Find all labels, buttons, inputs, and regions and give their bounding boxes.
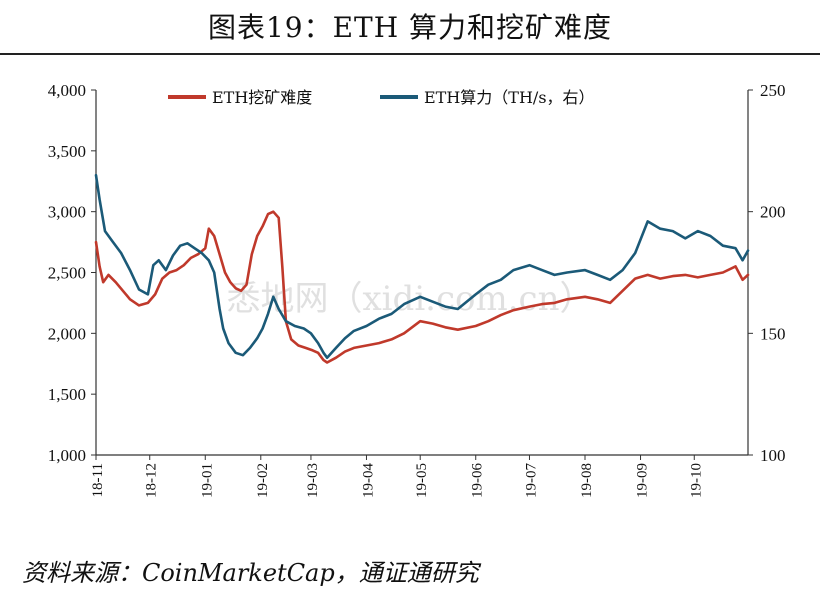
- x-tick-label: 19-03: [305, 463, 321, 498]
- watermark: 悉地网（xidi.com.cn）: [227, 279, 594, 319]
- difficulty-line: [94, 210, 750, 364]
- x-tick-label: 19-08: [579, 463, 595, 498]
- x-tick-label: 19-10: [688, 463, 704, 498]
- x-tick-label: 19-01: [199, 463, 215, 498]
- x-tick-label: 18-11: [90, 463, 106, 497]
- hashrate-line: [94, 173, 750, 359]
- legend-label: ETH挖矿难度: [212, 88, 312, 107]
- legend-label: ETH算力（TH/s，右）: [424, 88, 595, 107]
- watermark-text: 悉地网（xidi.com.cn）: [227, 279, 594, 319]
- x-tick-label: 19-07: [523, 463, 539, 498]
- y-right-tick-label: 150: [760, 324, 786, 343]
- source-note: 资料来源：CoinMarketCap，通证通研究: [22, 559, 479, 587]
- chart-title: 图表19：ETH 算力和挖矿难度: [207, 11, 613, 44]
- y-left-tick-label: 3,500: [48, 142, 86, 161]
- y-right-tick-label: 200: [760, 203, 786, 222]
- y-left-tick-label: 2,000: [48, 324, 86, 343]
- x-tick-label: 19-05: [414, 463, 430, 498]
- axes: 1,000 1,500 2,000 2,500 3,000 3,500 4,000 100 15…: [48, 81, 786, 498]
- y-left-tick-label: 2,500: [48, 264, 86, 283]
- y-right-tick-label: 250: [760, 81, 786, 100]
- x-tick-label: 18-12: [144, 463, 160, 498]
- y-left-tick-label: 1,000: [48, 446, 86, 465]
- x-tick-label: 19-09: [635, 463, 651, 498]
- x-tick-label: 19-04: [360, 463, 376, 498]
- y-left-tick-label: 3,000: [48, 203, 86, 222]
- series: [94, 173, 750, 364]
- x-tick-label: 19-06: [470, 463, 486, 498]
- y-right-tick-label: 100: [760, 446, 786, 465]
- legend: ETH挖矿难度 ETH算力（TH/s，右）: [168, 88, 595, 107]
- x-tick-label: 19-02: [255, 463, 271, 498]
- title-rule: [0, 53, 820, 55]
- y-left-tick-label: 1,500: [48, 385, 86, 404]
- y-left-tick-label: 4,000: [48, 81, 86, 100]
